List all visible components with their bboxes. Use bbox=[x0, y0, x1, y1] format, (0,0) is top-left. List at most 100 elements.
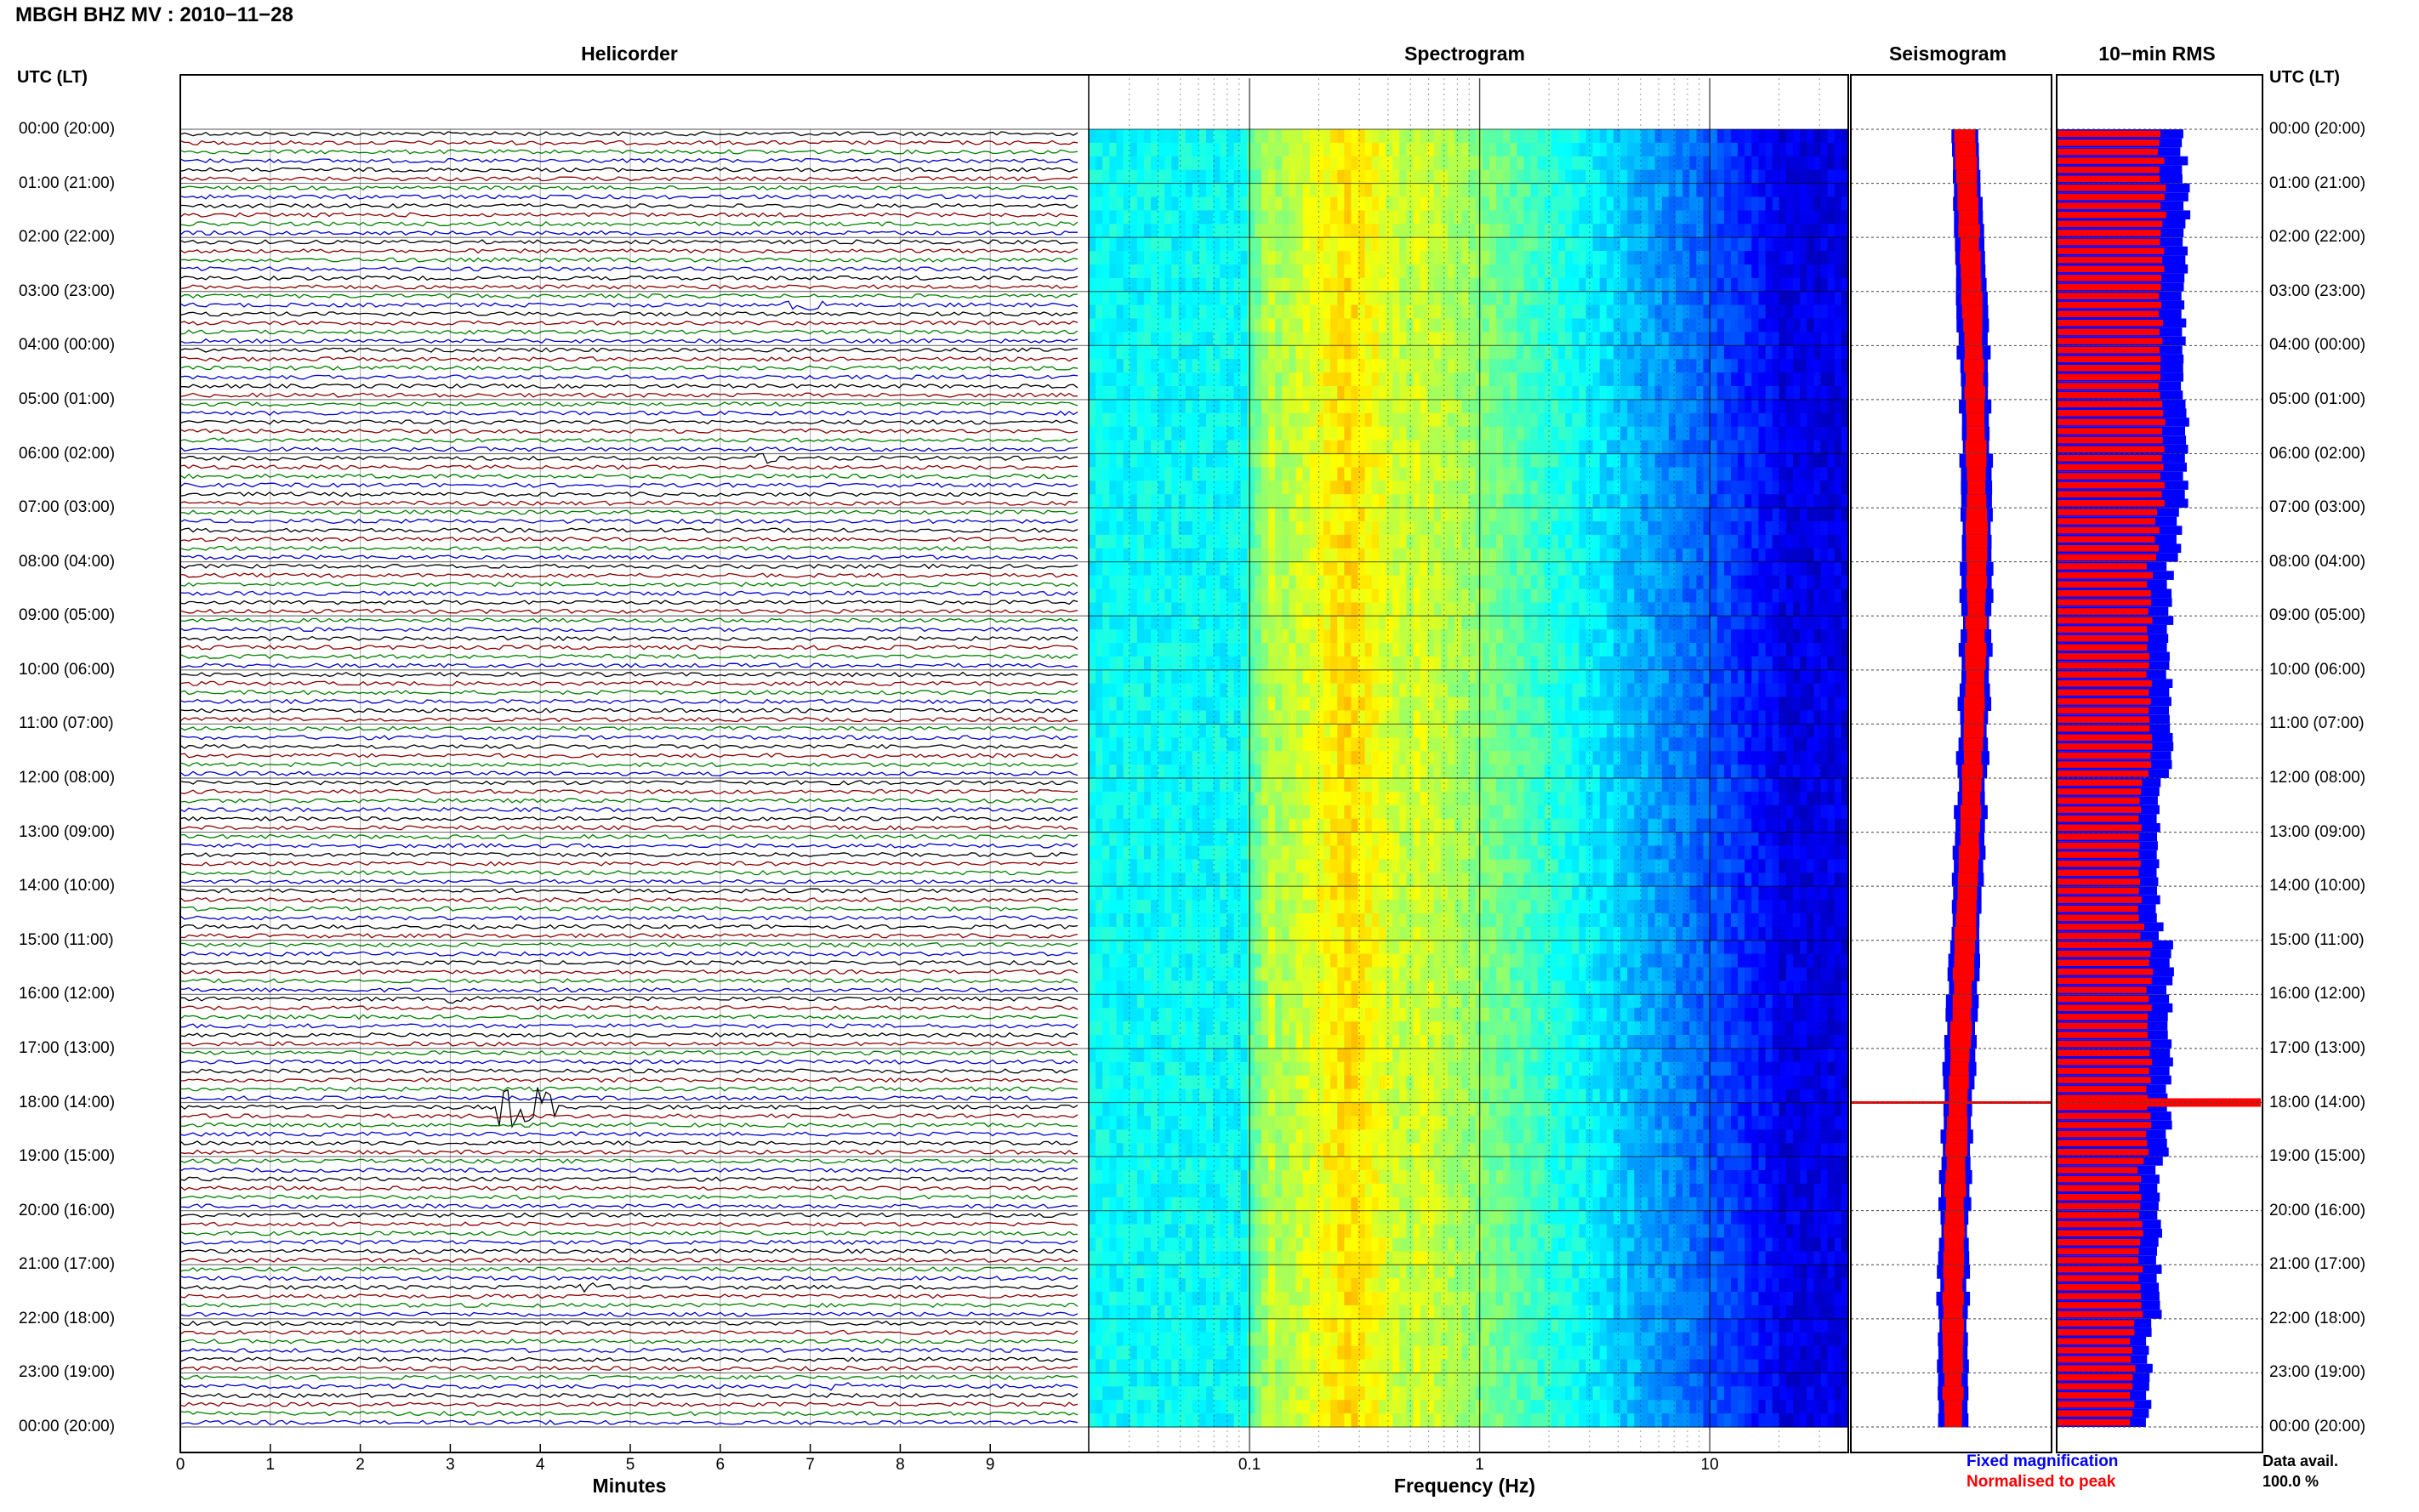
spectrogram-cell bbox=[1379, 737, 1386, 752]
spectrogram-cell bbox=[1089, 737, 1096, 752]
spectrogram-cell bbox=[1386, 318, 1393, 333]
spectrogram-cell bbox=[1302, 967, 1311, 981]
spectrogram-cell bbox=[1227, 900, 1235, 914]
spectrogram-cell bbox=[1379, 818, 1386, 833]
spectrogram-cell bbox=[1379, 940, 1386, 955]
spectrogram-cell bbox=[1441, 1318, 1449, 1333]
spectrogram-cell bbox=[1136, 1143, 1145, 1157]
spectrogram-cell bbox=[1116, 129, 1124, 144]
spectrogram-cell bbox=[1295, 1048, 1304, 1063]
spectrogram-cell bbox=[1102, 791, 1110, 806]
spectrogram-cell bbox=[1357, 1061, 1366, 1077]
spectrogram-cell bbox=[1289, 696, 1297, 712]
spectrogram-cell bbox=[1109, 1318, 1118, 1333]
spectrogram-cell bbox=[1295, 1197, 1304, 1212]
spectrogram-cell bbox=[1254, 210, 1262, 225]
spectrogram-cell bbox=[1268, 1386, 1276, 1401]
spectrogram-cell bbox=[1143, 778, 1152, 793]
spectrogram-cell bbox=[1247, 1278, 1255, 1293]
spectrogram-cell bbox=[1371, 1292, 1380, 1306]
spectrogram-cell bbox=[1143, 845, 1152, 860]
spectrogram-cell bbox=[1433, 264, 1442, 279]
spectrogram-cell bbox=[1371, 1021, 1380, 1036]
spectrogram-cell bbox=[1247, 696, 1255, 712]
spectrogram-cell bbox=[1379, 251, 1386, 265]
spectrogram-cell bbox=[1130, 1224, 1138, 1239]
spectrogram-cell bbox=[1351, 196, 1359, 211]
spectrogram-cell bbox=[1206, 169, 1214, 185]
spectrogram-cell bbox=[1295, 873, 1304, 887]
spectrogram-cell bbox=[1240, 575, 1249, 590]
spectrogram-cell bbox=[1136, 399, 1145, 414]
spectrogram-cell bbox=[1295, 1400, 1304, 1414]
spectrogram-cell bbox=[1309, 399, 1318, 414]
spectrogram-cell bbox=[1198, 332, 1207, 346]
spectrogram-cell bbox=[1185, 480, 1193, 495]
spectrogram-cell bbox=[1227, 183, 1235, 198]
spectrogram-cell bbox=[1406, 629, 1414, 644]
spectrogram-cell bbox=[1413, 1265, 1421, 1279]
spectrogram-cell bbox=[1316, 791, 1324, 806]
spectrogram-cell bbox=[1102, 277, 1110, 293]
spectrogram-cell bbox=[1109, 710, 1118, 725]
spectrogram-cell bbox=[1151, 1183, 1158, 1198]
spectrogram-cell bbox=[1295, 372, 1304, 387]
spectrogram-cell bbox=[1130, 1359, 1138, 1373]
spectrogram-cell bbox=[1379, 1021, 1386, 1036]
spectrogram-cell bbox=[1198, 548, 1207, 563]
spectrogram-cell bbox=[1337, 1089, 1345, 1104]
spectrogram-cell bbox=[1158, 818, 1165, 833]
spectrogram-cell bbox=[1220, 873, 1227, 887]
spectrogram-cell bbox=[1295, 386, 1304, 401]
spectrogram-cell bbox=[1413, 940, 1421, 955]
spectrogram-cell bbox=[1254, 237, 1262, 252]
spectrogram-cell bbox=[1386, 643, 1393, 657]
spectrogram-cell bbox=[1282, 210, 1289, 225]
spectrogram-cell bbox=[1116, 1183, 1124, 1198]
spectrogram-cell bbox=[1136, 1183, 1145, 1198]
spectrogram-cell bbox=[1302, 616, 1311, 630]
spectrogram-cell bbox=[1289, 1210, 1297, 1225]
spectrogram-cell bbox=[1406, 791, 1414, 806]
spectrogram-cell bbox=[1171, 778, 1180, 793]
spectrogram-cell bbox=[1399, 602, 1407, 617]
spectrogram-cell bbox=[1233, 791, 1242, 806]
spectrogram-cell bbox=[1102, 1129, 1110, 1144]
spectrogram-cell bbox=[1426, 318, 1435, 333]
spectrogram-cell bbox=[1213, 1143, 1221, 1157]
spectrogram-cell bbox=[1302, 386, 1311, 401]
spectrogram-cell bbox=[1316, 1116, 1324, 1130]
spectrogram-cell bbox=[1206, 386, 1214, 401]
spectrogram-cell bbox=[1337, 1157, 1345, 1171]
spectrogram-cell bbox=[1178, 1089, 1187, 1104]
spectrogram-cell bbox=[1295, 1008, 1304, 1022]
spectrogram-cell bbox=[1399, 156, 1407, 171]
spectrogram-cell bbox=[1406, 981, 1414, 995]
spectrogram-cell bbox=[1357, 616, 1366, 630]
spectrogram-cell bbox=[1233, 1237, 1242, 1252]
spectrogram-cell bbox=[1316, 508, 1324, 522]
spectrogram-cell bbox=[1406, 765, 1414, 779]
spectrogram-cell bbox=[1130, 1183, 1138, 1198]
spectrogram-cell bbox=[1206, 994, 1214, 1009]
spectrogram-cell bbox=[1151, 1373, 1158, 1387]
spectrogram-cell bbox=[1386, 210, 1393, 225]
spectrogram-cell bbox=[1302, 399, 1311, 414]
spectrogram-cell bbox=[1420, 981, 1428, 995]
spectrogram-cell bbox=[1441, 1035, 1449, 1049]
spectrogram-cell bbox=[1102, 359, 1110, 373]
spectrogram-cell bbox=[1096, 372, 1103, 387]
spectrogram-cell bbox=[1406, 291, 1414, 306]
spectrogram-cell bbox=[1220, 467, 1227, 481]
spectrogram-cell bbox=[1227, 1224, 1235, 1239]
spectrogram-cell bbox=[1289, 765, 1297, 779]
spectrogram-cell bbox=[1364, 1089, 1373, 1104]
spectrogram-cell bbox=[1178, 602, 1187, 617]
spectrogram-cell bbox=[1392, 1400, 1400, 1414]
spectrogram-cell bbox=[1371, 791, 1380, 806]
spectrogram-cell bbox=[1392, 1102, 1400, 1117]
spectrogram-cell bbox=[1164, 967, 1172, 981]
spectrogram-cell bbox=[1433, 629, 1442, 644]
spectrogram-cell bbox=[1123, 696, 1131, 712]
spectrogram-cell bbox=[1351, 656, 1359, 671]
